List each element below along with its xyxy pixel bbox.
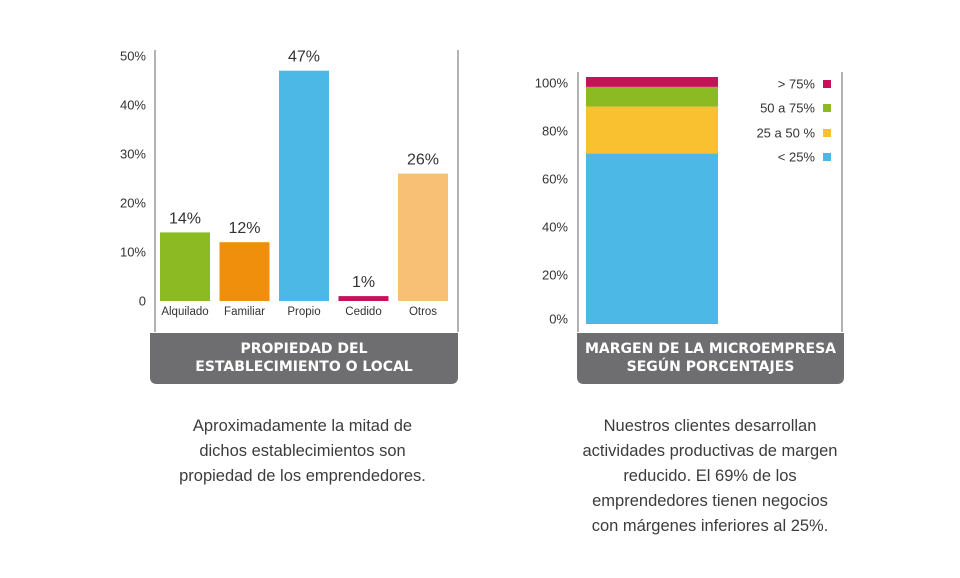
caption-line: Nuestros clientes desarrollan xyxy=(603,417,817,435)
category-label: Familiar xyxy=(224,306,265,318)
caption-line: con márgenes inferiores al 25%. xyxy=(591,517,829,535)
y-tick-label: 20% xyxy=(120,196,146,211)
caption-line: actividades productivas de margen xyxy=(582,442,838,460)
bar-alquilado xyxy=(160,232,210,301)
margin-chart-title: MARGEN DE LA MICROEMPRESA xyxy=(585,341,836,357)
stack-segment xyxy=(586,153,718,324)
bar-propio xyxy=(279,70,329,301)
legend-swatch xyxy=(823,80,831,88)
caption-line: dichos establecimientos son xyxy=(199,442,406,460)
legend-label: > 75% xyxy=(778,77,816,92)
margin-stacked-chart: 0% 20% 40% 60% 80% 100% > 75% 50 a 75% 25 a 50 %… xyxy=(535,72,844,384)
category-label: Otros xyxy=(409,306,437,318)
y-tick-label: 60% xyxy=(542,172,568,187)
legend-swatch xyxy=(823,129,831,137)
data-label: 14% xyxy=(169,210,201,227)
ownership-caption: Aproximadamente la mitad de dichos estab… xyxy=(150,414,455,489)
y-tick-label: 0 xyxy=(139,294,146,309)
legend-label: 50 a 75% xyxy=(760,101,815,116)
stack-segment xyxy=(586,86,718,107)
category-label: Propio xyxy=(287,306,320,318)
ownership-chart-title: ESTABLECIMIENTO O LOCAL xyxy=(195,359,413,375)
margin-chart-title: SEGÚN PORCENTAJES xyxy=(627,357,795,375)
y-tick-label: 10% xyxy=(120,245,146,260)
ownership-chart-title: PROPIEDAD DEL xyxy=(240,341,367,357)
data-label: 1% xyxy=(352,274,375,291)
y-tick-label: 40% xyxy=(542,220,568,235)
y-tick-label: 100% xyxy=(535,76,569,91)
y-tick-label: 30% xyxy=(120,147,146,162)
ownership-chart-banner xyxy=(150,333,458,384)
bar-otros xyxy=(398,173,448,301)
bar-cedido xyxy=(338,296,389,301)
data-label: 12% xyxy=(228,220,260,237)
legend-label: < 25% xyxy=(778,150,816,165)
legend-label: 25 a 50 % xyxy=(756,126,815,141)
legend-swatch xyxy=(823,153,831,161)
caption-line: propiedad de los emprendedores. xyxy=(179,467,426,485)
legend-swatch xyxy=(823,104,831,112)
category-label: Cedido xyxy=(345,306,381,318)
data-label: 26% xyxy=(407,152,439,169)
margin-caption: Nuestros clientes desarrollan actividade… xyxy=(560,414,860,539)
data-label: 47% xyxy=(288,49,320,66)
y-tick-label: 0% xyxy=(549,312,568,327)
stack-segment xyxy=(586,106,718,154)
stack-segment xyxy=(586,77,718,87)
y-tick-label: 50% xyxy=(120,49,146,64)
caption-line: reducido. El 69% de los xyxy=(623,467,797,485)
bar-familiar xyxy=(219,242,270,301)
y-tick-label: 20% xyxy=(542,268,568,283)
caption-line: emprendedores tienen negocios xyxy=(592,492,828,510)
category-label: Alquilado xyxy=(161,306,208,318)
caption-line: Aproximadamente la mitad de xyxy=(192,417,413,435)
ownership-bar-chart: 0 10% 20% 30% 40% 50% 14% Alquilado 12% Familiar 4… xyxy=(120,49,459,384)
y-tick-label: 80% xyxy=(542,124,568,139)
margin-chart-banner xyxy=(577,333,844,384)
y-tick-label: 40% xyxy=(120,98,146,113)
